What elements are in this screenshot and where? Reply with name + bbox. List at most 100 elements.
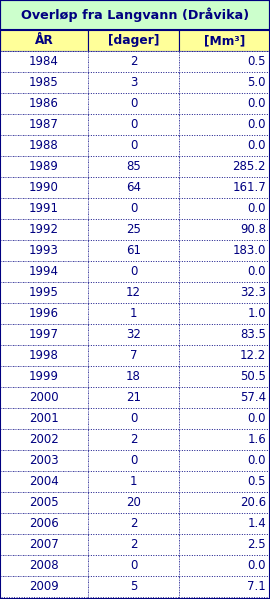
Bar — [0, 135, 88, 156]
Bar — [88, 114, 179, 135]
Bar — [88, 576, 179, 597]
Bar — [179, 366, 270, 387]
Bar — [179, 219, 270, 240]
Bar — [0, 219, 88, 240]
Text: 1995: 1995 — [29, 286, 59, 299]
Bar — [179, 324, 270, 345]
Bar — [179, 408, 270, 429]
Text: 0: 0 — [130, 97, 137, 110]
Bar — [88, 156, 179, 177]
Text: 2: 2 — [130, 538, 137, 551]
Text: 90.8: 90.8 — [240, 223, 266, 236]
Text: 2: 2 — [130, 517, 137, 530]
Text: 1986: 1986 — [29, 97, 59, 110]
Text: 2007: 2007 — [29, 538, 59, 551]
Bar — [88, 282, 179, 303]
Text: 1.4: 1.4 — [247, 517, 266, 530]
Bar — [179, 135, 270, 156]
Bar — [179, 177, 270, 198]
Text: 2009: 2009 — [29, 580, 59, 593]
Text: 0: 0 — [130, 454, 137, 467]
Text: 0.0: 0.0 — [248, 139, 266, 152]
Bar — [88, 366, 179, 387]
Bar — [0, 303, 88, 324]
Text: 7.1: 7.1 — [247, 580, 266, 593]
Bar — [88, 303, 179, 324]
Bar — [179, 534, 270, 555]
Bar — [88, 240, 179, 261]
Text: 2: 2 — [130, 433, 137, 446]
Bar — [179, 30, 270, 51]
Bar — [88, 492, 179, 513]
Text: [Mm³]: [Mm³] — [204, 34, 245, 47]
Bar — [179, 576, 270, 597]
Bar — [88, 51, 179, 72]
Text: 32.3: 32.3 — [240, 286, 266, 299]
Bar — [0, 345, 88, 366]
Text: 0: 0 — [130, 265, 137, 278]
Text: 5: 5 — [130, 580, 137, 593]
Bar — [88, 135, 179, 156]
Text: 12.2: 12.2 — [240, 349, 266, 362]
Bar — [179, 513, 270, 534]
Bar — [179, 72, 270, 93]
Bar — [0, 471, 88, 492]
Bar — [0, 324, 88, 345]
Bar — [179, 492, 270, 513]
Text: 1984: 1984 — [29, 55, 59, 68]
Text: 1985: 1985 — [29, 76, 59, 89]
Text: 1987: 1987 — [29, 118, 59, 131]
Text: 2004: 2004 — [29, 475, 59, 488]
Bar — [0, 282, 88, 303]
Text: 1993: 1993 — [29, 244, 59, 257]
Bar — [88, 219, 179, 240]
Text: 1: 1 — [130, 475, 137, 488]
Bar — [179, 198, 270, 219]
Text: 83.5: 83.5 — [240, 328, 266, 341]
Bar — [88, 429, 179, 450]
Text: 0.0: 0.0 — [248, 265, 266, 278]
Text: 2003: 2003 — [29, 454, 59, 467]
Text: 2000: 2000 — [29, 391, 59, 404]
Bar — [0, 429, 88, 450]
Text: 161.7: 161.7 — [232, 181, 266, 194]
Bar — [0, 513, 88, 534]
Bar — [0, 72, 88, 93]
Bar — [88, 408, 179, 429]
Bar — [179, 471, 270, 492]
Text: 12: 12 — [126, 286, 141, 299]
Text: 1: 1 — [130, 307, 137, 320]
Text: 1999: 1999 — [29, 370, 59, 383]
Text: 2001: 2001 — [29, 412, 59, 425]
Text: 0.0: 0.0 — [248, 454, 266, 467]
Bar — [88, 345, 179, 366]
Text: 0.5: 0.5 — [248, 55, 266, 68]
Bar — [88, 387, 179, 408]
Text: 0: 0 — [130, 202, 137, 215]
Bar — [0, 576, 88, 597]
Text: 1990: 1990 — [29, 181, 59, 194]
Text: 57.4: 57.4 — [240, 391, 266, 404]
Text: 2: 2 — [130, 55, 137, 68]
Bar — [0, 534, 88, 555]
Text: 32: 32 — [126, 328, 141, 341]
Text: 2008: 2008 — [29, 559, 59, 572]
Bar — [179, 345, 270, 366]
Text: 61: 61 — [126, 244, 141, 257]
Text: 1994: 1994 — [29, 265, 59, 278]
Bar — [179, 93, 270, 114]
Text: 7: 7 — [130, 349, 137, 362]
Text: 3: 3 — [130, 76, 137, 89]
Text: 0: 0 — [130, 118, 137, 131]
Text: 85: 85 — [126, 160, 141, 173]
Text: 2.5: 2.5 — [247, 538, 266, 551]
Bar — [179, 555, 270, 576]
Bar — [88, 72, 179, 93]
Bar — [0, 30, 88, 51]
Text: [dager]: [dager] — [108, 34, 159, 47]
Bar — [179, 450, 270, 471]
Text: 0: 0 — [130, 139, 137, 152]
Text: 18: 18 — [126, 370, 141, 383]
Bar — [0, 387, 88, 408]
Text: 64: 64 — [126, 181, 141, 194]
